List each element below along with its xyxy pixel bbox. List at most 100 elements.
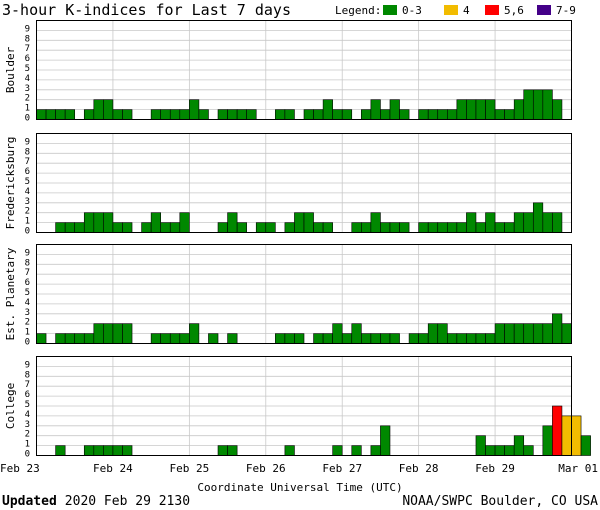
panel-label: Fredericksburg bbox=[4, 137, 17, 230]
k-index-bar bbox=[447, 109, 458, 120]
k-index-bar bbox=[399, 222, 410, 233]
k-index-bar bbox=[408, 333, 419, 344]
k-index-bar bbox=[466, 212, 477, 233]
k-index-bar bbox=[217, 445, 228, 456]
y-tick-label: 5 bbox=[25, 400, 30, 410]
y-tick-label: 1 bbox=[25, 440, 30, 450]
panel-frame bbox=[36, 356, 572, 456]
updated-value: 2020 Feb 29 2130 bbox=[65, 494, 190, 509]
k-index-bar bbox=[227, 333, 238, 344]
y-tick-label: 5 bbox=[25, 64, 30, 74]
k-index-bar bbox=[341, 109, 353, 120]
k-index-bar bbox=[456, 222, 467, 233]
legend-swatch bbox=[537, 5, 551, 15]
k-index-bar bbox=[217, 222, 228, 233]
y-tick-label: 7 bbox=[25, 268, 30, 278]
k-index-bar bbox=[370, 99, 381, 120]
k-index-bar bbox=[160, 109, 171, 120]
k-index-bar bbox=[418, 222, 429, 233]
k-index-bar bbox=[103, 99, 114, 120]
k-index-bar bbox=[275, 333, 286, 344]
y-tick-label: 8 bbox=[25, 147, 30, 157]
k-index-bar bbox=[380, 222, 391, 233]
k-index-bar bbox=[169, 109, 181, 120]
k-index-bar bbox=[523, 89, 534, 120]
legend-label: 0-3 bbox=[402, 4, 422, 17]
k-index-bar bbox=[504, 222, 515, 233]
y-tick-label: 3 bbox=[25, 197, 30, 207]
k-index-bar bbox=[83, 212, 95, 233]
k-index-bar bbox=[322, 99, 333, 120]
k-index-bar bbox=[456, 333, 467, 344]
k-index-bar bbox=[351, 323, 362, 344]
k-index-bar bbox=[571, 415, 582, 456]
k-index-bar bbox=[494, 109, 505, 120]
k-index-bar bbox=[532, 202, 544, 233]
k-index-bar bbox=[284, 109, 295, 120]
k-index-bar bbox=[504, 445, 515, 456]
k-index-bar bbox=[513, 435, 525, 456]
y-tick-label: 4 bbox=[25, 410, 30, 420]
k-index-bar bbox=[389, 222, 400, 233]
panel-label: Boulder bbox=[4, 46, 17, 93]
y-tick-label: 0 bbox=[25, 338, 30, 348]
k-index-bar bbox=[475, 99, 486, 120]
k-index-bar bbox=[542, 212, 553, 233]
legend-swatch bbox=[383, 5, 397, 15]
k-index-bar bbox=[265, 222, 276, 233]
k-index-bar bbox=[103, 323, 114, 344]
y-tick-label: 1 bbox=[25, 104, 30, 114]
k-index-bar bbox=[341, 333, 353, 344]
k-index-bar bbox=[361, 333, 372, 344]
k-index-bar bbox=[361, 222, 372, 233]
y-tick-label: 7 bbox=[25, 380, 30, 390]
k-index-bar bbox=[494, 445, 505, 456]
k-index-bar bbox=[427, 222, 439, 233]
k-index-bar bbox=[475, 222, 486, 233]
k-index-bar bbox=[485, 333, 496, 344]
y-tick-label: 7 bbox=[25, 157, 30, 167]
y-tick-label: 3 bbox=[25, 84, 30, 94]
k-index-bar bbox=[456, 99, 467, 120]
k-index-bar bbox=[208, 333, 219, 344]
k-index-bar bbox=[294, 212, 305, 233]
chart-title: 3-hour K-indices for Last 7 days bbox=[2, 1, 291, 19]
k-index-bar bbox=[437, 323, 448, 344]
k-index-bar bbox=[227, 212, 238, 233]
k-index-bar bbox=[275, 109, 286, 120]
k-index-bar bbox=[64, 109, 76, 120]
y-tick-label: 3 bbox=[25, 420, 30, 430]
legend-label: 4 bbox=[463, 4, 470, 17]
x-tick-label: Feb 29 bbox=[475, 462, 515, 475]
k-index-bar bbox=[294, 333, 305, 344]
k-index-bar bbox=[284, 445, 295, 456]
y-tick-label: 9 bbox=[25, 360, 30, 370]
x-tick-label: Mar 01 bbox=[558, 462, 598, 475]
y-tick-label: 1 bbox=[25, 217, 30, 227]
y-tick-label: 7 bbox=[25, 44, 30, 54]
chart-panels: 0123456789Boulder0123456789Fredericksbur… bbox=[4, 20, 591, 460]
k-index-bar bbox=[64, 222, 76, 233]
k-index-bar bbox=[83, 109, 95, 120]
legend-label: 5,6 bbox=[504, 4, 524, 17]
k-index-bar bbox=[93, 212, 104, 233]
y-tick-label: 6 bbox=[25, 167, 30, 177]
k-index-bar bbox=[370, 333, 381, 344]
k-index-bar bbox=[332, 323, 343, 344]
k-index-bar bbox=[542, 89, 553, 120]
y-tick-label: 8 bbox=[25, 370, 30, 380]
k-index-bar bbox=[427, 109, 439, 120]
k-index-bar bbox=[552, 313, 563, 344]
x-tick-label: Feb 27 bbox=[322, 462, 362, 475]
k-index-bar bbox=[532, 89, 544, 120]
k-index-bar bbox=[160, 222, 171, 233]
k-index-bar bbox=[466, 99, 477, 120]
y-tick-label: 6 bbox=[25, 390, 30, 400]
k-index-bar bbox=[45, 109, 56, 120]
k-index-bar bbox=[112, 222, 123, 233]
k-index-bar bbox=[55, 333, 66, 344]
x-axis: Feb 23 Feb 24 Feb 25 Feb 26 Feb 27 Feb 28 Feb … bbox=[0, 462, 598, 475]
k-index-bar bbox=[513, 323, 525, 344]
panel-frame bbox=[36, 244, 572, 344]
